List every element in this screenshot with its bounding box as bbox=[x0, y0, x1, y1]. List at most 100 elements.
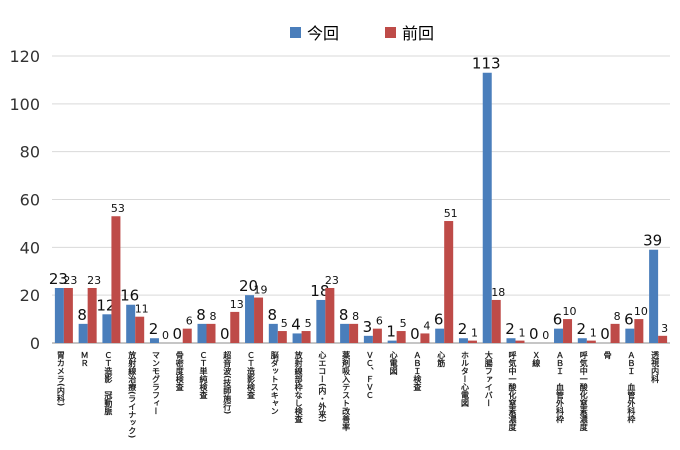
data-label-current: 0 bbox=[410, 325, 420, 343]
x-tick-label: 放射線治療(ライナック) bbox=[127, 350, 137, 438]
data-label-previous: 8 bbox=[210, 310, 217, 323]
data-label-current: 0 bbox=[220, 325, 230, 343]
data-label-current: 23 bbox=[49, 270, 68, 288]
y-tick-label: 20 bbox=[20, 286, 40, 305]
bar-previous bbox=[515, 340, 525, 343]
data-label-previous: 4 bbox=[423, 319, 430, 332]
chart-legend: 今回 前回 bbox=[290, 20, 434, 44]
data-label-current: 20 bbox=[239, 277, 258, 295]
data-label-current: 12 bbox=[96, 296, 115, 314]
data-label-previous: 5 bbox=[305, 317, 312, 330]
data-label-current: 39 bbox=[643, 232, 662, 250]
bar-previous bbox=[420, 333, 430, 343]
bar-previous bbox=[277, 331, 287, 343]
bar-previous bbox=[254, 297, 264, 343]
data-label-current: 2 bbox=[505, 320, 515, 338]
data-label-previous: 53 bbox=[111, 202, 125, 215]
data-label-previous: 19 bbox=[254, 284, 268, 297]
data-label-previous: 10 bbox=[634, 305, 648, 318]
data-label-current: 0 bbox=[529, 325, 539, 343]
data-label-previous: 23 bbox=[87, 274, 101, 287]
x-tick-label: 放射線部枠なし検査 bbox=[293, 350, 303, 424]
data-label-previous: 11 bbox=[135, 303, 149, 316]
legend-item-current: 今回 bbox=[290, 20, 339, 44]
data-label-current: 18 bbox=[310, 282, 329, 300]
x-tick-label: 心電図 bbox=[389, 350, 398, 376]
bar-previous bbox=[111, 216, 121, 343]
legend-swatch-previous bbox=[385, 26, 397, 38]
bar-current bbox=[245, 295, 255, 343]
data-label-current: 4 bbox=[291, 315, 301, 333]
x-tick-label: 胃カメラ(内科) bbox=[56, 351, 65, 406]
bar-previous bbox=[444, 221, 454, 343]
bar-previous bbox=[610, 323, 620, 343]
bar-current bbox=[577, 338, 587, 343]
x-tick-label: ホルター心電図 bbox=[460, 351, 469, 408]
bar-current bbox=[102, 314, 112, 343]
bar-previous bbox=[563, 319, 573, 343]
x-tick-label: 透視内科 bbox=[651, 350, 660, 384]
data-label-previous: 10 bbox=[563, 305, 577, 318]
x-tick-label: ＣＴ造影検査 bbox=[246, 351, 256, 400]
y-tick-label: 40 bbox=[20, 238, 40, 257]
legend-swatch-current bbox=[290, 26, 301, 38]
data-label-previous: 18 bbox=[491, 286, 505, 299]
x-tick-label: 心筋 bbox=[437, 350, 446, 368]
data-label-current: 2 bbox=[149, 320, 159, 338]
y-tick-label: 60 bbox=[20, 191, 40, 210]
data-label-previous: 5 bbox=[281, 317, 288, 330]
data-label-current: 0 bbox=[600, 325, 610, 343]
x-tick-label: 脳ダットスキャン bbox=[270, 350, 279, 415]
data-label-previous: 13 bbox=[230, 298, 244, 311]
x-tick-label: 呼気中一酸化窒素濃度 bbox=[507, 350, 517, 432]
bar-current bbox=[554, 328, 564, 343]
data-label-current: 6 bbox=[553, 311, 563, 329]
data-label-previous: 51 bbox=[444, 207, 458, 220]
bar-current bbox=[340, 323, 350, 343]
x-tick-label: ＡＢＩ 血管外科枠 bbox=[556, 351, 565, 424]
x-tick-label: ＭＲ bbox=[80, 351, 89, 367]
bar-current bbox=[54, 287, 64, 343]
data-label-current: 113 bbox=[472, 55, 501, 73]
x-tick-label: 骨 bbox=[603, 350, 612, 360]
bar-previous bbox=[349, 323, 359, 343]
data-label-current: 6 bbox=[434, 311, 444, 329]
bar-current bbox=[268, 323, 278, 343]
x-tick-label: ＡＢＩ検査 bbox=[412, 351, 422, 392]
x-tick-label: ＶＣ、ＦＶＣ bbox=[365, 351, 374, 399]
bar-current bbox=[316, 299, 326, 343]
bar-previous bbox=[230, 311, 240, 343]
bar-current bbox=[126, 304, 136, 343]
data-label-current: 2 bbox=[577, 320, 587, 338]
bar-current bbox=[506, 338, 516, 343]
bar-previous bbox=[182, 328, 192, 343]
y-tick-label: 100 bbox=[9, 95, 40, 114]
legend-label-current: 今回 bbox=[307, 24, 340, 43]
data-label-current: 8 bbox=[77, 306, 87, 324]
data-label-previous: 0 bbox=[162, 329, 169, 342]
bar-current bbox=[197, 323, 207, 343]
x-tick-label: マンモグラフィー bbox=[151, 351, 160, 415]
data-label-previous: 6 bbox=[186, 315, 193, 328]
x-tick-label: 呼気中一酸化窒素濃度 bbox=[578, 350, 588, 432]
bar-current bbox=[78, 323, 88, 343]
data-label-previous: 23 bbox=[63, 274, 77, 287]
y-tick-label: 80 bbox=[20, 143, 40, 162]
bar-current bbox=[363, 335, 373, 343]
data-label-previous: 23 bbox=[325, 274, 339, 287]
bar-previous bbox=[325, 287, 335, 343]
bar-current bbox=[292, 333, 302, 343]
data-label-previous: 6 bbox=[376, 315, 383, 328]
bar-current bbox=[625, 328, 635, 343]
bar-previous bbox=[87, 287, 97, 343]
x-tick-label: 超音波(技師施行) bbox=[222, 350, 232, 414]
bar-previous bbox=[206, 323, 216, 343]
bar-current bbox=[482, 72, 492, 343]
x-tick-label: ＡＢＩ 血管外科枠 bbox=[627, 351, 636, 424]
x-tick-label: ＣＴ造影 冠動脈 bbox=[104, 351, 113, 416]
y-tick-label: 120 bbox=[9, 47, 40, 66]
bar-current bbox=[458, 338, 468, 343]
data-label-current: 0 bbox=[172, 325, 182, 343]
bar-previous bbox=[634, 319, 644, 343]
